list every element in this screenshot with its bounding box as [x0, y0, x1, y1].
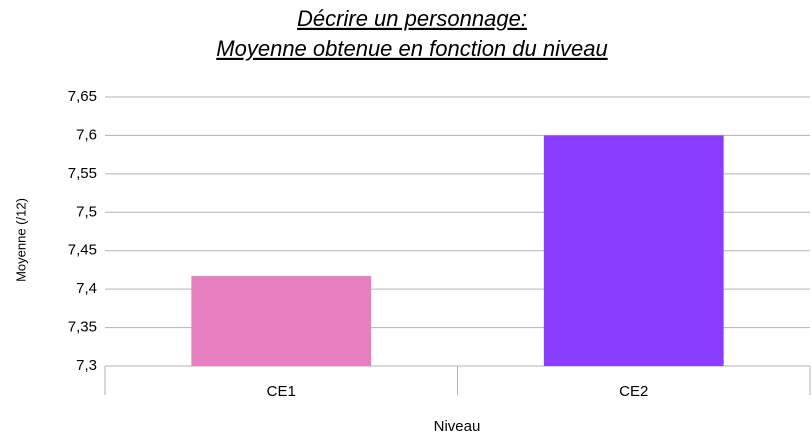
chart-subtitle: Moyenne obtenue en fonction du niveau [216, 36, 607, 61]
y-tick-label: 7,35 [68, 319, 97, 336]
bar [191, 276, 372, 366]
bar [543, 135, 724, 366]
y-tick-label: 7,65 [68, 88, 97, 105]
y-axis-label: Moyenne (/12) [13, 198, 28, 282]
y-tick-label: 7,3 [76, 357, 97, 374]
x-tick-label: CE1 [267, 383, 296, 400]
y-tick-label: 7,6 [76, 126, 97, 143]
chart-title: Décrire un personnage: [297, 6, 527, 31]
y-tick-label: 7,5 [76, 203, 97, 220]
x-tick-label: CE2 [619, 383, 648, 400]
y-tick-label: 7,4 [76, 280, 97, 297]
y-tick-label: 7,45 [68, 242, 97, 259]
x-axis-label: Niveau [434, 418, 481, 435]
y-tick-label: 7,55 [68, 165, 97, 182]
